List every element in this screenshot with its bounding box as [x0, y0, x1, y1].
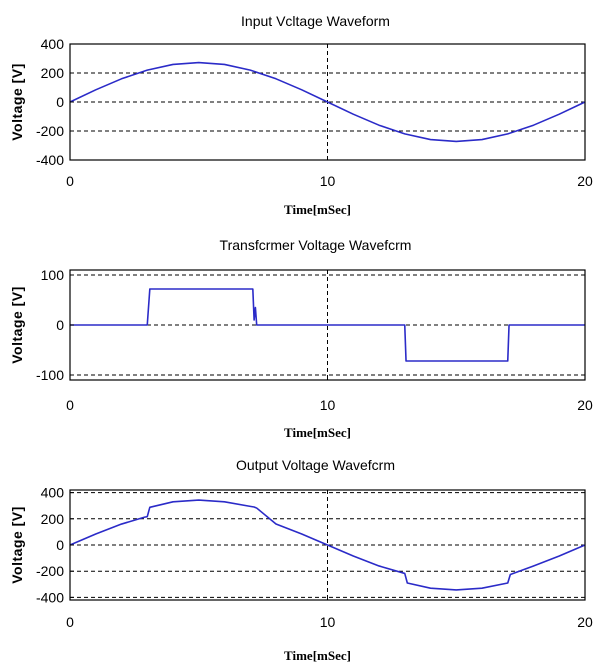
chart-2-ytick-label-3: -200 [36, 563, 64, 579]
chart-1-ytick-label-0: 100 [41, 267, 65, 283]
chart-1-xlabel: Time[mSec] [284, 425, 351, 440]
chart-0-xlabel: Time[mSec] [284, 202, 351, 217]
chart-1-ytick-label-2: -100 [36, 367, 64, 383]
chart-1-ytick-label-1: 0 [56, 317, 64, 333]
chart-2-xtick-label-0: 0 [66, 614, 74, 630]
chart-0-series-line-0 [69, 61, 586, 143]
chart-0-ytick-label-3: -200 [36, 123, 64, 139]
chart-2-xtick-label-2: 20 [577, 614, 593, 630]
chart-2-xtick-label-1: 10 [320, 614, 336, 630]
chart-1-title: Transfcrmer Voltage Wavefcrm [220, 237, 412, 253]
chart-0-xtick-label-0: 0 [66, 173, 74, 189]
chart-1-xtick-label-2: 20 [577, 397, 593, 413]
chart-0-xtick-label-2: 20 [577, 173, 593, 189]
chart-2-series-line-0 [69, 499, 586, 591]
chart-1-xtick-label-0: 0 [66, 397, 74, 413]
chart-0-ytick-label-2: 0 [56, 94, 64, 110]
chart-0-title: Input Vcltage Waveform [241, 13, 390, 29]
chart-2: 0 10 20 400 200 0 -200 -400 Output Voltage Wavef… [9, 457, 593, 663]
chart-1-ylabel: Voltage [V] [9, 286, 25, 364]
chart-0-ytick-label-0: 400 [41, 36, 65, 52]
chart-1-xtick-label-1: 10 [320, 397, 336, 413]
chart-0-ytick-label-4: -400 [36, 152, 64, 168]
chart-1-series-line-0 [70, 288, 585, 362]
chart-0: 0 10 20 400 200 0 -200 -400 Input Vcltage Wavefo… [9, 13, 593, 217]
chart-2-ytick-label-4: -400 [36, 589, 64, 605]
chart-0-ylabel: Voltage [V] [9, 63, 25, 141]
chart-2-ytick-label-2: 0 [56, 537, 64, 553]
chart-0-ytick-label-1: 200 [41, 65, 65, 81]
chart-2-xlabel: Time[mSec] [284, 648, 351, 663]
chart-2-ytick-label-0: 400 [41, 485, 65, 501]
chart-2-ytick-label-1: 200 [41, 511, 65, 527]
chart-2-ylabel: Voltage [V] [9, 506, 25, 584]
chart-2-title: Output Voltage Wavefcrm [236, 457, 395, 473]
chart-0-xtick-label-1: 10 [320, 173, 336, 189]
